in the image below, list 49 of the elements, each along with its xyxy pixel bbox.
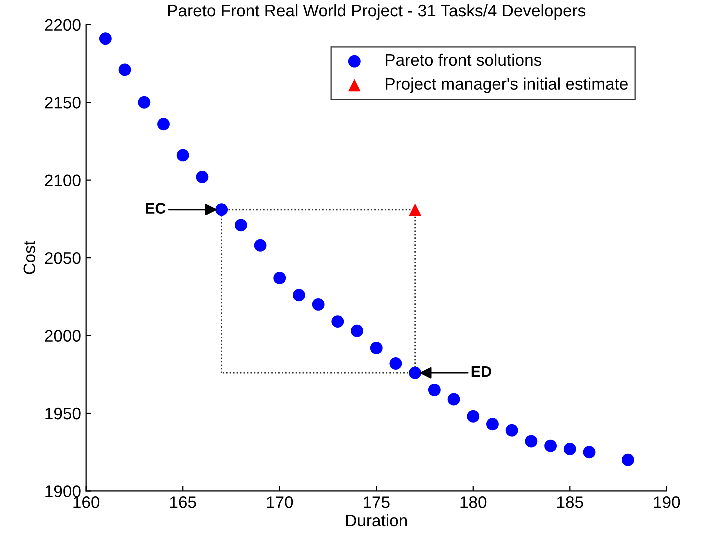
point <box>506 424 518 437</box>
y-tick-label: 2200 <box>45 19 81 32</box>
point <box>409 204 422 216</box>
y-tick-label: 2050 <box>45 252 81 264</box>
point <box>234 219 248 232</box>
point <box>332 316 344 328</box>
y-tick-label: 1900 <box>46 486 81 498</box>
point <box>525 435 538 448</box>
legend-label: Project manager's initial estimate <box>386 78 628 94</box>
point <box>274 272 286 284</box>
point <box>370 342 383 354</box>
x-tick-label: 190 <box>654 496 680 508</box>
y-tick-label: 2150 <box>45 97 81 109</box>
point <box>176 149 190 162</box>
point <box>216 204 228 216</box>
legend-label: Pareto front solutions <box>386 54 542 66</box>
x-tick-label: 160 <box>74 496 100 508</box>
point <box>99 32 112 46</box>
point <box>409 366 422 380</box>
point <box>448 393 460 406</box>
x-axis-title: Duration <box>346 514 408 527</box>
chart-title: Pareto Front Real World Project - 31 Tasks/4 Developers <box>168 4 586 20</box>
point <box>428 384 441 396</box>
annotation: EC <box>146 203 166 214</box>
point <box>544 440 557 452</box>
x-tick-label: 180 <box>460 496 487 508</box>
point <box>390 358 402 370</box>
point <box>196 171 209 184</box>
point <box>622 454 634 466</box>
point <box>564 443 576 456</box>
x-tick-label: 185 <box>558 496 584 508</box>
x-tick-label: 175 <box>364 496 390 508</box>
point <box>351 324 364 338</box>
point <box>254 239 267 252</box>
y-tick-label: 2000 <box>45 330 81 342</box>
y-tick-label: 2100 <box>45 174 81 187</box>
point <box>158 118 170 131</box>
annotation: ED <box>472 366 492 378</box>
point <box>312 298 325 311</box>
x-tick-label: 165 <box>170 496 196 508</box>
point <box>118 64 132 76</box>
point <box>486 418 499 431</box>
y-tick-label: 1950 <box>46 408 81 420</box>
point <box>293 289 306 302</box>
y-axis-title: Cost <box>24 241 36 274</box>
point <box>583 446 596 459</box>
point <box>138 96 151 109</box>
x-tick-label: 170 <box>267 496 294 508</box>
point <box>467 410 480 423</box>
